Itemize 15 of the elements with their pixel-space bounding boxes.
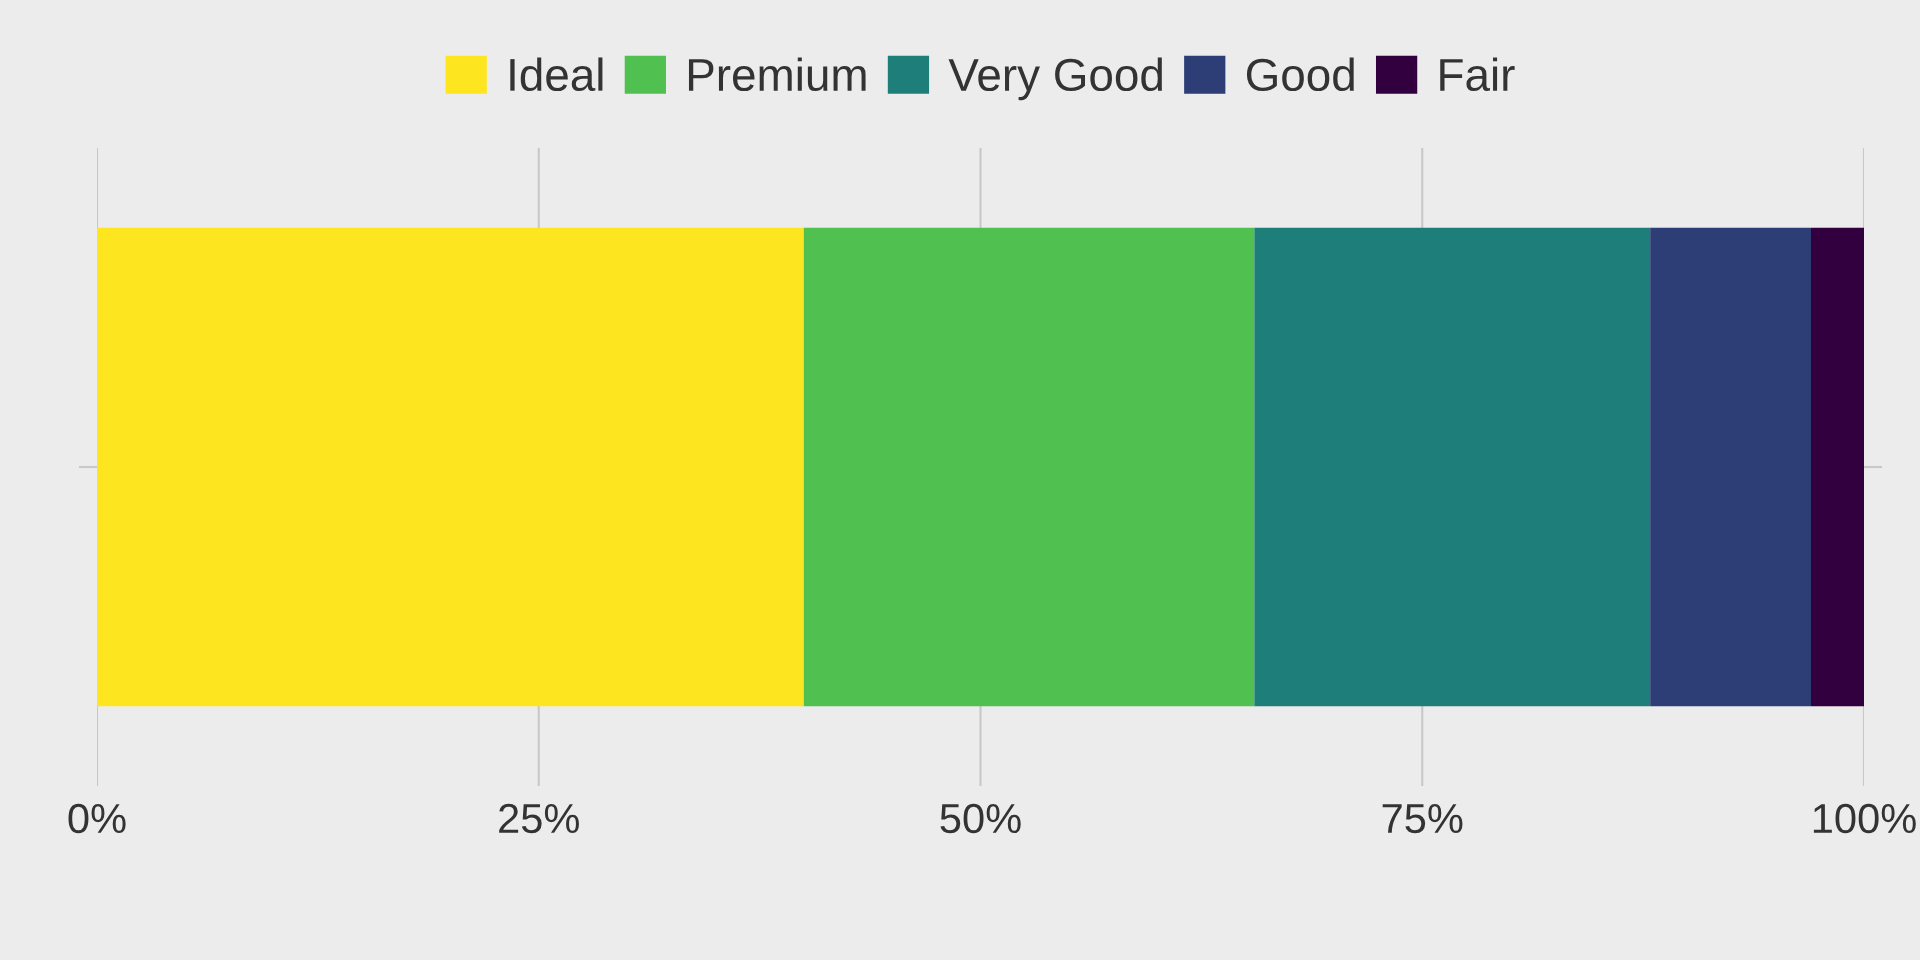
legend-label: Premium [688,57,866,92]
x-tick-label: 100% [1813,803,1916,834]
x-tick-label: 0% [68,803,126,834]
legend-label: Good [1246,57,1354,92]
x-tick-label: 50% [940,803,1021,834]
x-tick-label: 25% [499,803,579,834]
legend-label: Very Good [948,57,1162,101]
bar [97,227,804,707]
x-tick-label: 75% [1382,803,1463,834]
bar [1254,227,1651,707]
bar [1810,227,1864,707]
legend-label: Fair [1440,57,1515,92]
legend-label: Ideal [510,57,603,92]
bar [803,227,1255,707]
bar [1650,227,1811,707]
